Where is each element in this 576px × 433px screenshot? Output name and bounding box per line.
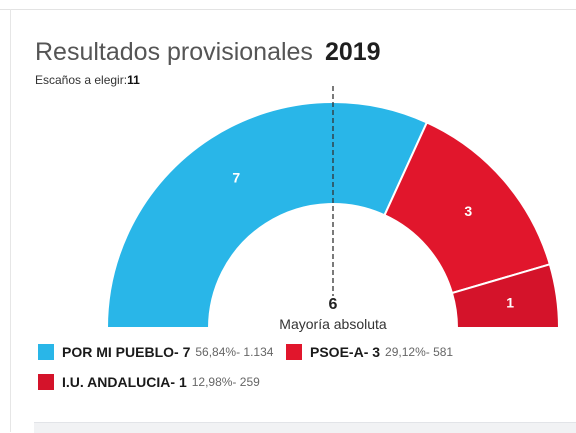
legend-seats: 7 — [182, 344, 191, 360]
legend-stats: 12,98%- 259 — [191, 375, 260, 389]
legend-seats: 3 — [372, 344, 381, 360]
legend-item-psoe-a[interactable]: PSOE-A - 3 29,12%- 581 — [286, 344, 453, 360]
seats-total: 11 — [127, 73, 140, 87]
legend-stats: 56,84%- 1.134 — [195, 345, 274, 359]
segment-iu-andalucia[interactable] — [450, 263, 561, 329]
title-year: 2019 — [324, 38, 381, 66]
legend-party-name: I.U. ANDALUCIA — [62, 374, 171, 390]
legend-item-por-mi-pueblo[interactable]: POR MI PUEBLO - 7 56,84%- 1.134 — [38, 344, 273, 360]
seats-to-elect: Escaños a elegir:11 — [35, 73, 140, 87]
title-text: Resultados provisionales — [35, 38, 313, 66]
page-title: Resultados provisionales 2019 — [35, 38, 381, 67]
segment-label-psoe-a: 3 — [464, 203, 472, 219]
legend-sep: - — [363, 344, 373, 360]
segment-label-iu-andalucia: 1 — [506, 295, 514, 311]
legend-sep: - — [170, 374, 179, 390]
legend-swatch — [286, 344, 302, 360]
top-divider — [0, 9, 576, 10]
majority-value: 6 — [328, 296, 338, 313]
legend-swatch — [38, 374, 54, 390]
segment-por-mi-pueblo[interactable] — [105, 101, 429, 329]
seats-label: Escaños a elegir: — [35, 73, 128, 87]
next-panel — [34, 422, 576, 433]
legend-item-iu-andalucia[interactable]: I.U. ANDALUCIA - 1 12,98%- 259 — [38, 374, 260, 390]
left-divider — [10, 9, 11, 432]
legend-swatch — [38, 344, 54, 360]
legend-party-name: PSOE-A — [310, 344, 364, 360]
legend-sep: - — [174, 344, 183, 360]
legend-seats: 1 — [178, 374, 187, 390]
legend-party-name: POR MI PUEBLO — [62, 344, 175, 360]
legend-stats: 29,12%- 581 — [385, 345, 454, 359]
majority-label: Mayoría absoluta — [279, 316, 387, 332]
segment-label-por-mi-pueblo: 7 — [232, 169, 240, 185]
